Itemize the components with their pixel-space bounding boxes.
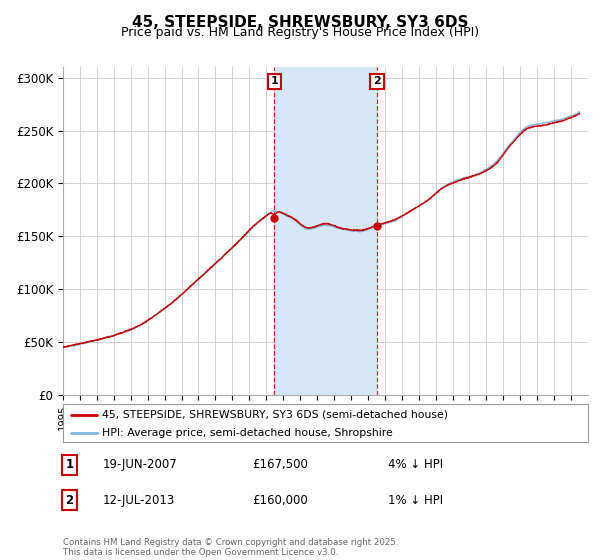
Text: 2: 2	[65, 494, 73, 507]
Text: £167,500: £167,500	[252, 458, 308, 471]
Text: 45, STEEPSIDE, SHREWSBURY, SY3 6DS (semi-detached house): 45, STEEPSIDE, SHREWSBURY, SY3 6DS (semi…	[103, 409, 448, 419]
Text: 4% ↓ HPI: 4% ↓ HPI	[389, 458, 443, 471]
Bar	[274, 67, 377, 395]
Text: 19-JUN-2007: 19-JUN-2007	[103, 458, 177, 471]
Text: £160,000: £160,000	[252, 494, 308, 507]
Text: 45, STEEPSIDE, SHREWSBURY, SY3 6DS: 45, STEEPSIDE, SHREWSBURY, SY3 6DS	[132, 15, 468, 30]
Text: 1: 1	[271, 76, 278, 86]
Text: 1: 1	[65, 458, 73, 471]
Text: Contains HM Land Registry data © Crown copyright and database right 2025.
This d: Contains HM Land Registry data © Crown c…	[63, 538, 398, 557]
Text: 12-JUL-2013: 12-JUL-2013	[103, 494, 175, 507]
Text: 1% ↓ HPI: 1% ↓ HPI	[389, 494, 443, 507]
Text: 2: 2	[373, 76, 381, 86]
Text: Price paid vs. HM Land Registry's House Price Index (HPI): Price paid vs. HM Land Registry's House …	[121, 26, 479, 39]
Text: HPI: Average price, semi-detached house, Shropshire: HPI: Average price, semi-detached house,…	[103, 428, 393, 438]
